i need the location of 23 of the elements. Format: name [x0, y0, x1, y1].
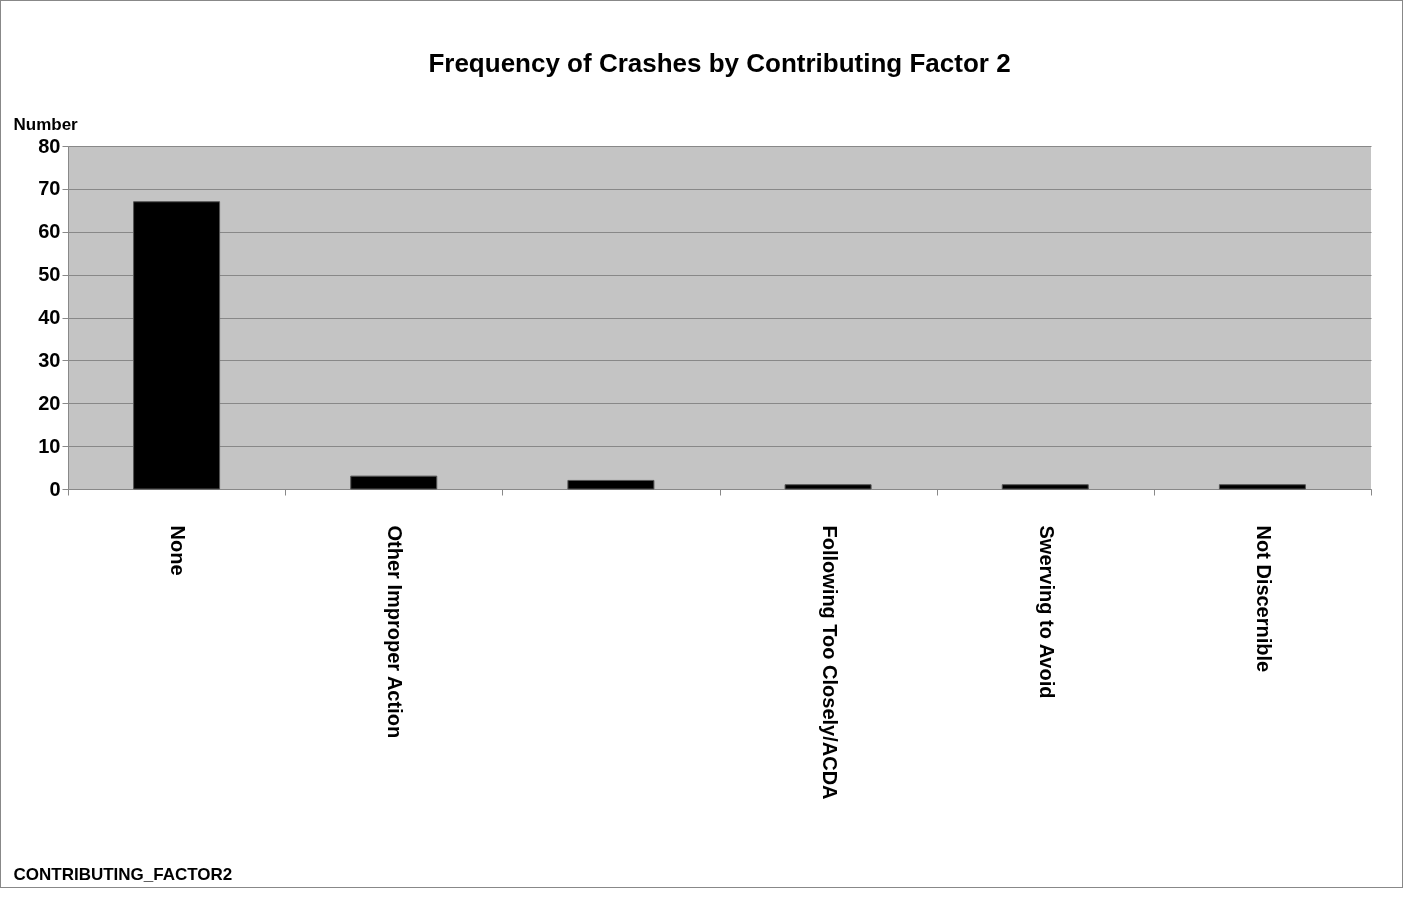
x-tick-label: Other Improper Action — [384, 525, 407, 739]
x-tick-label: Swerving to Avoid — [1035, 525, 1058, 699]
y-tick-label: 10 — [38, 434, 61, 457]
y-tick-label: 40 — [38, 306, 61, 328]
y-tick-label: 50 — [38, 263, 61, 286]
x-tick-label: None — [167, 525, 190, 576]
y-tick-label: 0 — [49, 477, 61, 500]
x-tick-label: Following Too Closely/ACDA — [818, 525, 841, 800]
y-tick-label: 20 — [38, 391, 61, 414]
bar — [1218, 484, 1306, 490]
chart-title: Frequency of Crashes by Contributing Factor 2 — [428, 48, 1011, 78]
y-tick-label: 70 — [38, 177, 61, 200]
bar — [350, 475, 438, 490]
y-tick-label: 80 — [38, 134, 61, 157]
y-tick-label: 30 — [38, 348, 61, 371]
bar — [133, 201, 221, 490]
x-tick-label: Not Discernible — [1252, 525, 1275, 673]
bar — [1001, 484, 1089, 490]
bar — [567, 479, 655, 490]
y-axis-title: Number — [13, 114, 79, 134]
x-axis-title: CONTRIBUTING_FACTOR2 — [13, 864, 233, 884]
bar — [784, 484, 872, 490]
y-tick-label: 60 — [38, 220, 61, 243]
